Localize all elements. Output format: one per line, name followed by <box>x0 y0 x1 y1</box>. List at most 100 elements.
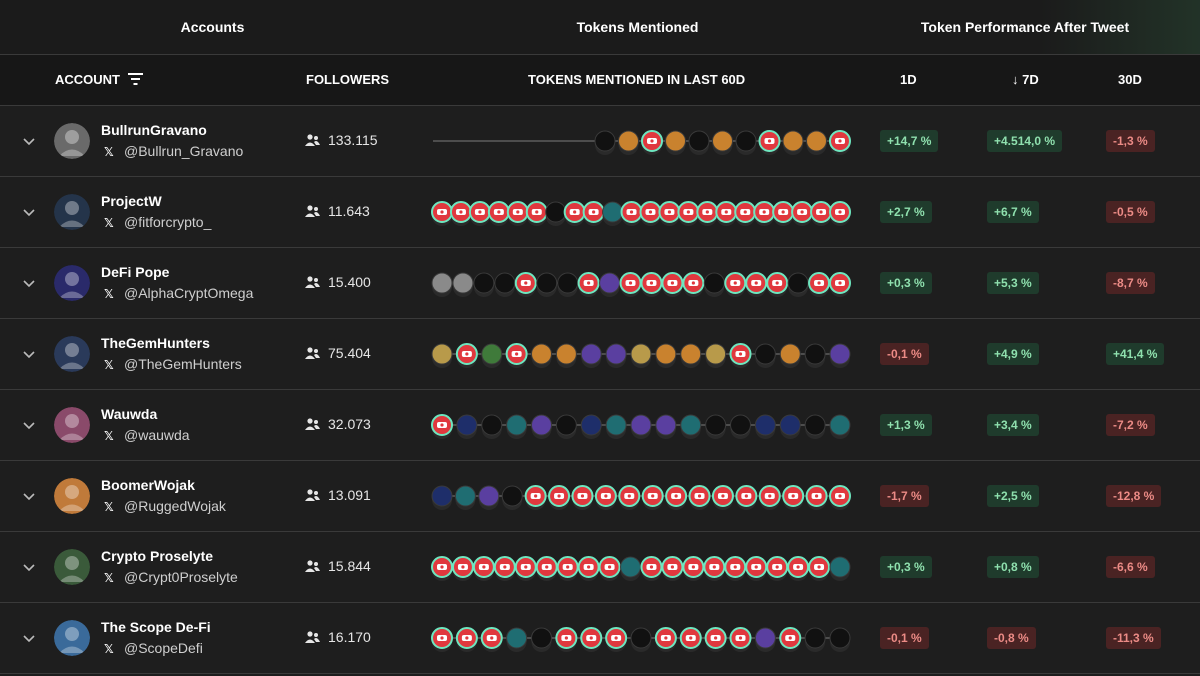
table-row[interactable]: The Scope De-Fi 𝕏 @ScopeDefi 16.170 -0,1 … <box>0 603 1200 674</box>
token-icon[interactable] <box>536 272 558 297</box>
chevron-down-icon[interactable] <box>22 631 36 645</box>
token-icon[interactable] <box>806 130 827 155</box>
token-icon[interactable] <box>455 627 478 652</box>
token-icon[interactable] <box>810 201 833 226</box>
token-icon[interactable] <box>641 130 663 155</box>
token-icon[interactable] <box>472 556 495 581</box>
token-icon[interactable] <box>804 343 826 368</box>
token-icon[interactable] <box>487 201 510 226</box>
token-icon[interactable] <box>630 627 652 652</box>
token-icon[interactable] <box>696 201 719 226</box>
column-1d[interactable]: 1D <box>900 72 917 87</box>
account-handle-line[interactable]: 𝕏 @fitforcrypto_ <box>101 214 211 230</box>
token-icon[interactable] <box>555 343 577 368</box>
token-icon[interactable] <box>535 556 558 581</box>
chevron-down-icon[interactable] <box>22 418 36 432</box>
token-icon[interactable] <box>431 201 453 226</box>
token-icon[interactable] <box>703 272 725 297</box>
token-icon[interactable] <box>514 556 537 581</box>
token-icon[interactable] <box>580 627 603 652</box>
token-icon[interactable] <box>655 343 677 368</box>
column-followers[interactable]: FOLLOWERS <box>306 72 390 87</box>
token-icon[interactable] <box>580 343 602 368</box>
avatar[interactable] <box>54 336 90 372</box>
table-row[interactable]: Crypto Proselyte 𝕏 @Crypt0Proselyte 15.84… <box>0 532 1200 603</box>
column-account[interactable]: ACCOUNT <box>55 55 143 105</box>
token-icon[interactable] <box>619 272 642 297</box>
token-icon[interactable] <box>829 414 851 439</box>
token-icon[interactable] <box>724 556 747 581</box>
account-name[interactable]: BoomerWojak <box>101 477 195 493</box>
token-icon[interactable] <box>431 272 453 297</box>
token-icon[interactable] <box>805 485 828 510</box>
token-icon[interactable] <box>658 201 681 226</box>
token-icon[interactable] <box>661 556 684 581</box>
chevron-down-icon[interactable] <box>22 489 36 503</box>
token-icon[interactable] <box>548 485 571 510</box>
token-icon[interactable] <box>829 556 851 581</box>
account-name[interactable]: The Scope De-Fi <box>101 619 211 635</box>
token-icon[interactable] <box>715 201 738 226</box>
account-name[interactable]: BullrunGravano <box>101 122 207 138</box>
avatar[interactable] <box>54 478 90 514</box>
token-icon[interactable] <box>782 130 804 155</box>
token-icon[interactable] <box>679 627 702 652</box>
token-icon[interactable] <box>630 343 652 368</box>
account-name[interactable]: ProjectW <box>101 193 162 209</box>
token-icon[interactable] <box>481 414 503 439</box>
token-icon[interactable] <box>804 414 826 439</box>
token-icon[interactable] <box>782 485 805 510</box>
token-icon[interactable] <box>605 414 627 439</box>
token-icon[interactable] <box>766 556 789 581</box>
token-icon[interactable] <box>605 627 628 652</box>
token-icon[interactable] <box>514 272 537 297</box>
table-row[interactable]: BoomerWojak 𝕏 @RuggedWojak 13.091 -1,7 % … <box>0 461 1200 532</box>
token-icon[interactable] <box>680 414 702 439</box>
token-icon[interactable] <box>555 627 578 652</box>
token-icon[interactable] <box>531 627 552 652</box>
token-icon[interactable] <box>705 414 727 439</box>
account-handle-line[interactable]: 𝕏 @Crypt0Proselyte <box>101 569 238 585</box>
token-icon[interactable] <box>654 627 677 652</box>
token-icon[interactable] <box>779 343 801 368</box>
token-icon[interactable] <box>791 201 814 226</box>
token-icon[interactable] <box>688 130 710 155</box>
avatar[interactable] <box>54 194 90 230</box>
account-handle-line[interactable]: 𝕏 @RuggedWojak <box>101 498 226 514</box>
token-icon[interactable] <box>468 201 491 226</box>
token-icon[interactable] <box>449 201 472 226</box>
token-icon[interactable] <box>754 627 776 652</box>
column-7d[interactable]: ↓ 7D <box>1012 72 1039 87</box>
account-name[interactable]: DeFi Pope <box>101 264 170 280</box>
token-icon[interactable] <box>829 201 851 226</box>
token-icon[interactable] <box>599 272 621 297</box>
token-icon[interactable] <box>506 627 528 652</box>
table-row[interactable]: TheGemHunters 𝕏 @TheGemHunters 75.404 -0,… <box>0 319 1200 390</box>
token-icon[interactable] <box>454 485 476 510</box>
token-icon[interactable] <box>829 343 851 368</box>
token-icon[interactable] <box>506 414 528 439</box>
token-icon[interactable] <box>602 201 624 226</box>
token-icon[interactable] <box>655 414 677 439</box>
token-icon[interactable] <box>829 272 851 297</box>
token-icon[interactable] <box>501 485 523 510</box>
token-icon[interactable] <box>745 272 768 297</box>
token-icon[interactable] <box>680 343 702 368</box>
token-icon[interactable] <box>493 556 516 581</box>
table-row[interactable]: BullrunGravano 𝕏 @Bullrun_Gravano 133.115… <box>0 106 1200 177</box>
token-icon[interactable] <box>703 556 726 581</box>
token-icon[interactable] <box>735 485 758 510</box>
account-name[interactable]: TheGemHunters <box>101 335 210 351</box>
token-icon[interactable] <box>594 130 616 155</box>
account-name[interactable]: Wauwda <box>101 406 158 422</box>
token-icon[interactable] <box>431 485 453 510</box>
token-icon[interactable] <box>712 130 733 155</box>
token-icon[interactable] <box>665 485 688 510</box>
token-icon[interactable] <box>754 414 776 439</box>
avatar[interactable] <box>54 549 90 585</box>
token-icon[interactable] <box>729 627 752 652</box>
token-icon[interactable] <box>808 272 831 297</box>
avatar[interactable] <box>54 407 90 443</box>
token-icon[interactable] <box>618 130 639 155</box>
token-icon[interactable] <box>525 201 548 226</box>
